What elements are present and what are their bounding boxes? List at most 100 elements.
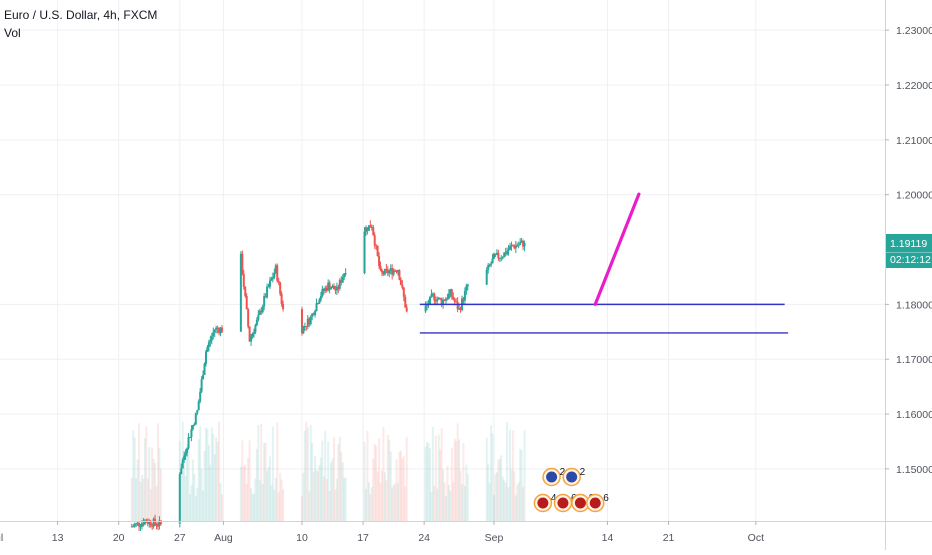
candle-body[interactable]	[367, 225, 370, 231]
candle-body[interactable]	[436, 299, 439, 302]
candle-body[interactable]	[450, 289, 453, 297]
candle-body[interactable]	[395, 270, 398, 273]
candle-body[interactable]	[318, 299, 321, 304]
candle-body[interactable]	[494, 253, 497, 255]
candle-body[interactable]	[303, 325, 306, 327]
candle-body[interactable]	[239, 253, 242, 332]
candle-body[interactable]	[181, 459, 184, 469]
candle-body[interactable]	[394, 270, 397, 272]
candle-body[interactable]	[495, 252, 498, 255]
candle-body[interactable]	[257, 314, 260, 320]
economic-event-badge[interactable]: 6	[585, 493, 610, 513]
candle-body[interactable]	[402, 287, 405, 297]
candle-body[interactable]	[431, 293, 434, 295]
candle-body[interactable]	[383, 268, 386, 275]
candle-body[interactable]	[447, 293, 450, 299]
candle-body[interactable]	[462, 298, 465, 301]
candle-body[interactable]	[513, 246, 516, 249]
projection-arrow-line[interactable]	[593, 192, 641, 306]
candle-body[interactable]	[501, 257, 504, 259]
candle-body[interactable]	[465, 286, 468, 292]
candle-body[interactable]	[514, 245, 517, 249]
candle-body[interactable]	[343, 273, 346, 278]
candle-body[interactable]	[373, 235, 376, 246]
candle-body[interactable]	[440, 299, 443, 305]
candle-body[interactable]	[331, 285, 334, 288]
candle-body[interactable]	[210, 336, 213, 341]
candle-body[interactable]	[498, 257, 501, 259]
candle-body[interactable]	[519, 242, 522, 245]
candle-body[interactable]	[213, 329, 216, 333]
candle-body[interactable]	[315, 303, 318, 312]
candle-body[interactable]	[378, 255, 381, 266]
candlestick-series[interactable]	[130, 220, 526, 531]
candle-body[interactable]	[132, 526, 135, 528]
candle-body[interactable]	[319, 295, 322, 300]
candle-body[interactable]	[183, 455, 186, 460]
candle-body[interactable]	[424, 305, 427, 312]
candle-body[interactable]	[220, 327, 223, 332]
candle-body[interactable]	[149, 521, 152, 526]
candle-body[interactable]	[219, 327, 222, 333]
candle-body[interactable]	[261, 306, 264, 313]
candle-body[interactable]	[138, 522, 141, 527]
candle-body[interactable]	[430, 294, 433, 297]
candle-body[interactable]	[135, 523, 138, 525]
candle-body[interactable]	[184, 452, 187, 456]
candle-body[interactable]	[245, 295, 248, 310]
candle-body[interactable]	[458, 308, 461, 310]
candle-body[interactable]	[155, 523, 158, 526]
candle-body[interactable]	[463, 291, 466, 301]
candle-body[interactable]	[344, 273, 347, 275]
candle-body[interactable]	[380, 270, 383, 273]
candle-body[interactable]	[152, 518, 155, 527]
candle-body[interactable]	[401, 284, 404, 288]
candle-body[interactable]	[500, 257, 503, 259]
candle-body[interactable]	[200, 379, 203, 392]
candle-body[interactable]	[488, 264, 491, 266]
symbol-title[interactable]: Euro / U.S. Dollar, 4h, FXCM	[4, 8, 158, 22]
candle-body[interactable]	[385, 268, 388, 270]
candle-body[interactable]	[130, 526, 133, 528]
current-price-badge[interactable]: 1.19119 02:12:12	[886, 234, 932, 269]
candle-body[interactable]	[196, 410, 199, 414]
candle-body[interactable]	[507, 249, 510, 252]
candle-body[interactable]	[191, 425, 194, 430]
candle-body[interactable]	[491, 258, 494, 264]
candle-body[interactable]	[133, 524, 136, 527]
candle-body[interactable]	[180, 468, 183, 475]
candle-body[interactable]	[503, 252, 506, 258]
candle-body[interactable]	[148, 521, 151, 524]
candle-body[interactable]	[306, 318, 309, 327]
economic-event-badge[interactable]: 2	[542, 467, 566, 487]
price-axis[interactable]: 1.23000 1.22000 1.21000 1.20000 1.18000 1.170…	[885, 0, 932, 550]
candle-body[interactable]	[263, 296, 266, 307]
candle-body[interactable]	[444, 298, 447, 301]
candle-body[interactable]	[437, 297, 440, 300]
candle-body[interactable]	[277, 280, 280, 283]
candle-body[interactable]	[242, 274, 245, 287]
candle-body[interactable]	[321, 289, 324, 296]
candle-body[interactable]	[324, 287, 327, 291]
candle-body[interactable]	[399, 279, 402, 285]
candle-body[interactable]	[190, 429, 193, 438]
candle-body[interactable]	[332, 285, 335, 290]
candle-body[interactable]	[314, 311, 317, 316]
candle-body[interactable]	[404, 296, 407, 308]
candle-body[interactable]	[372, 227, 375, 236]
candle-body[interactable]	[197, 401, 200, 411]
candle-body[interactable]	[522, 240, 525, 247]
candle-body[interactable]	[244, 286, 247, 296]
candle-body[interactable]	[341, 277, 344, 283]
candle-body[interactable]	[459, 308, 462, 310]
candle-body[interactable]	[193, 424, 196, 426]
candle-body[interactable]	[267, 286, 270, 288]
candle-body[interactable]	[255, 319, 258, 326]
candle-body[interactable]	[520, 240, 523, 243]
candle-body[interactable]	[370, 227, 373, 229]
candle-body[interactable]	[388, 270, 391, 274]
candle-body[interactable]	[433, 293, 436, 301]
candle-body[interactable]	[490, 263, 493, 265]
candle-body[interactable]	[139, 526, 142, 528]
